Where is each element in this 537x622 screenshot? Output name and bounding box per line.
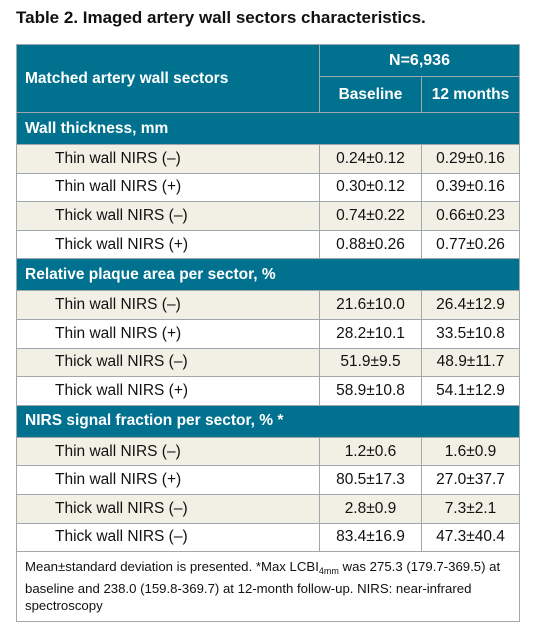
- month12-value: 33.5±10.8: [421, 319, 519, 348]
- baseline-value: 28.2±10.1: [319, 319, 421, 348]
- row-label: Thin wall NIRS (–): [55, 296, 181, 314]
- month12-value: 0.77±0.26: [421, 230, 519, 259]
- section-header: Wall thickness, mm: [17, 113, 519, 145]
- row-label: Thick wall NIRS (+): [55, 235, 189, 253]
- month12-value: 47.3±40.4: [421, 523, 519, 552]
- baseline-value: 83.4±16.9: [319, 523, 421, 552]
- table-row: Thick wall NIRS (–) 51.9±9.5 48.9±11.7: [17, 348, 519, 378]
- footnote-sub: 4mm: [318, 566, 339, 577]
- table-row: Thick wall NIRS (+) 0.88±0.26 0.77±0.26: [17, 230, 519, 260]
- row-label: Thin wall NIRS (+): [55, 471, 182, 489]
- characteristics-table: Matched artery wall sectors N=6,936 Base…: [16, 44, 520, 622]
- table-row: Thin wall NIRS (+) 0.30±0.12 0.39±0.16: [17, 173, 519, 203]
- header-12-months: 12 months: [420, 77, 519, 112]
- baseline-value: 51.9±9.5: [319, 348, 421, 377]
- row-label: Thick wall NIRS (–): [55, 353, 188, 371]
- row-label: Thin wall NIRS (+): [55, 324, 182, 342]
- table-row: Thick wall NIRS (–) 2.8±0.9 7.3±2.1: [17, 494, 519, 524]
- table-row: Thin wall NIRS (+) 80.5±17.3 27.0±37.7: [17, 466, 519, 495]
- baseline-value: 21.6±10.0: [319, 291, 421, 319]
- table-header: Matched artery wall sectors N=6,936 Base…: [17, 45, 519, 113]
- month12-value: 0.39±0.16: [421, 173, 519, 202]
- baseline-value: 0.30±0.12: [319, 173, 421, 202]
- row-label: Thin wall NIRS (–): [55, 442, 181, 460]
- month12-value: 0.66±0.23: [421, 202, 519, 230]
- row-label: Thick wall NIRS (–): [55, 528, 188, 546]
- header-baseline: Baseline: [338, 85, 403, 103]
- month12-value: 27.0±37.7: [421, 466, 519, 494]
- month12-value: 26.4±12.9: [421, 291, 519, 319]
- row-label: Thick wall NIRS (+): [55, 381, 189, 399]
- baseline-value: 1.2±0.6: [319, 437, 421, 466]
- table-row: Thin wall NIRS (–) 1.2±0.6 1.6±0.9: [17, 437, 519, 467]
- footnote-part1: Mean±standard deviation is presented. *M…: [25, 559, 319, 575]
- baseline-value: 0.74±0.22: [319, 202, 421, 230]
- month12-value: 0.29±0.16: [421, 145, 519, 173]
- table-row: Thin wall NIRS (–) 21.6±10.0 26.4±12.9: [17, 291, 519, 320]
- table-title: Table 2. Imaged artery wall sectors char…: [16, 8, 426, 27]
- table-body: Wall thickness, mm Thin wall NIRS (–) 0.24…: [17, 113, 519, 553]
- month12-value: 54.1±12.9: [421, 377, 519, 405]
- table-row: Thick wall NIRS (+) 58.9±10.8 54.1±12.9: [17, 377, 519, 406]
- month12-value: 7.3±2.1: [421, 494, 519, 523]
- month12-value: 48.9±11.7: [421, 348, 519, 377]
- row-label: Thick wall NIRS (–): [55, 206, 188, 224]
- header-columns: N=6,936 Baseline 12 months: [319, 45, 519, 112]
- baseline-value: 2.8±0.9: [319, 494, 421, 523]
- row-label: Thick wall NIRS (–): [55, 499, 188, 517]
- baseline-value: 80.5±17.3: [319, 466, 421, 494]
- row-label: Thin wall NIRS (–): [55, 149, 181, 167]
- baseline-value: 0.88±0.26: [319, 230, 421, 259]
- baseline-value: 58.9±10.8: [319, 377, 421, 405]
- table-footnote: Mean±standard deviation is presented. *M…: [17, 552, 519, 621]
- footnote-part2: was 275.3 (179.7-369.5) at baseline and …: [25, 559, 501, 614]
- table-row: Thick wall NIRS (–) 0.74±0.22 0.66±0.23: [17, 202, 519, 231]
- baseline-value: 0.24±0.12: [319, 145, 421, 173]
- header-n-label: N=6,936: [320, 45, 519, 77]
- section-header: NIRS signal fraction per sector, % *: [17, 405, 519, 438]
- table-row: Thin wall NIRS (+) 28.2±10.1 33.5±10.8: [17, 319, 519, 349]
- month12-value: 1.6±0.9: [421, 437, 519, 466]
- row-label: Thin wall NIRS (+): [55, 178, 182, 196]
- table-row: Thick wall NIRS (–) 83.4±16.9 47.3±40.4: [17, 523, 519, 553]
- header-row-label: Matched artery wall sectors: [25, 69, 229, 87]
- section-header: Relative plaque area per sector, %: [17, 259, 519, 292]
- table-row: Thin wall NIRS (–) 0.24±0.12 0.29±0.16: [17, 145, 519, 174]
